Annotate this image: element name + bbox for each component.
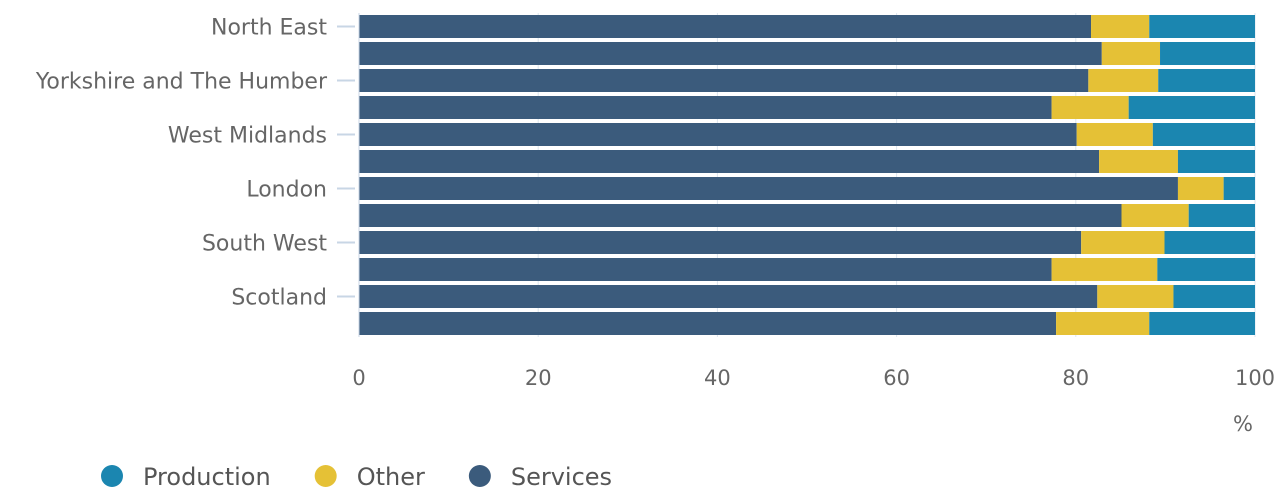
- x-tick-label: 80: [1062, 366, 1089, 390]
- x-tick-label: 0: [352, 366, 365, 390]
- bar-segment-services: [359, 96, 1052, 119]
- bar-segment-services: [359, 150, 1100, 173]
- category-label: London: [246, 178, 327, 203]
- bar-segment-other: [1091, 15, 1150, 38]
- bar-segment-other: [1081, 231, 1165, 254]
- bar-segment-other: [1051, 258, 1158, 281]
- bar-segment-services: [359, 312, 1057, 335]
- bar-segment-services: [359, 204, 1122, 227]
- bar-segment-production: [1160, 42, 1255, 65]
- bar-segment-production: [1223, 177, 1255, 200]
- legend-label-production: Production: [143, 463, 271, 491]
- x-tick-label: 60: [883, 366, 910, 390]
- bar-segment-production: [1128, 96, 1255, 119]
- legend-swatch-other: [314, 465, 337, 487]
- bar-segment-production: [1152, 123, 1255, 146]
- bar-segment-services: [359, 42, 1102, 65]
- bar-segment-other: [1088, 69, 1159, 92]
- grid-lines: [537, 13, 1256, 337]
- bar-segment-services: [359, 231, 1082, 254]
- bar-segment-other: [1056, 312, 1150, 335]
- bar-segment-production: [1149, 312, 1255, 335]
- category-label: West Midlands: [168, 124, 327, 149]
- bar-segment-production: [1173, 285, 1255, 308]
- bar-segment-services: [359, 258, 1052, 281]
- bar-segment-production: [1149, 15, 1255, 38]
- bar-segment-production: [1177, 150, 1255, 173]
- category-label: North East: [211, 16, 327, 41]
- bar-segment-services: [359, 285, 1098, 308]
- bar-segment-production: [1157, 258, 1255, 281]
- legend-label-other: Other: [357, 463, 425, 491]
- bar-segment-services: [359, 177, 1178, 200]
- category-label: Scotland: [231, 286, 327, 311]
- bar-segment-production: [1164, 231, 1255, 254]
- x-tick-label: 100: [1235, 366, 1275, 390]
- bar-segment-other: [1101, 42, 1161, 65]
- bar-segment-services: [359, 123, 1077, 146]
- legend-swatch-production: [101, 465, 123, 487]
- bar-segment-production: [1158, 69, 1255, 92]
- category-label: Yorkshire and The Humber: [35, 70, 328, 95]
- legend-label-services: Services: [511, 463, 612, 491]
- bar-segment-other: [1121, 204, 1189, 227]
- bar-segment-other: [1099, 150, 1178, 173]
- category-label: South West: [202, 232, 327, 257]
- bar-segment-other: [1076, 123, 1153, 146]
- bar-segment-other: [1177, 177, 1224, 200]
- bar-segment-production: [1188, 204, 1255, 227]
- bar-segment-other: [1097, 285, 1174, 308]
- bar-segment-other: [1051, 96, 1129, 119]
- bar-segment-services: [359, 69, 1089, 92]
- bars: [359, 15, 1255, 335]
- x-tick-label: 20: [525, 366, 552, 390]
- x-unit-label: %: [1233, 412, 1253, 436]
- axes: 0 20 40 60 80 100% North East Yorkshire and The…: [35, 13, 1275, 436]
- legend-swatch-services: [468, 465, 491, 487]
- legend: Production Other Services: [101, 463, 612, 491]
- x-tick-label: 40: [704, 366, 731, 390]
- bar-segment-services: [359, 15, 1092, 38]
